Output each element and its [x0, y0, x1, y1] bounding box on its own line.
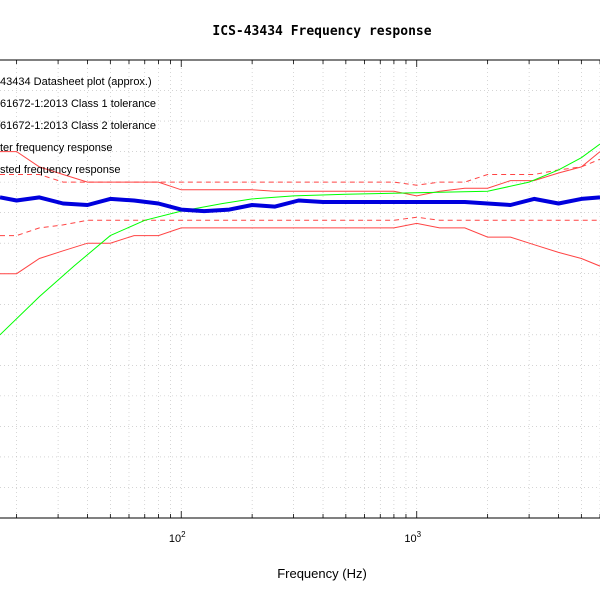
series-line-6 [0, 195, 600, 214]
x-tick-label: 103 [404, 530, 421, 545]
x-tick-label: 102 [169, 530, 186, 545]
series-line-3 [0, 158, 600, 186]
plot-frame [0, 59, 600, 519]
legend-entry-1: 61672-1:2013 Class 1 tolerance [0, 98, 156, 110]
chart-title: ICS-43434 Frequency response [212, 24, 431, 39]
series-line-2 [0, 222, 600, 275]
legend-entry-0: 43434 Datasheet plot (approx.) [0, 76, 152, 88]
series-line-4 [0, 216, 600, 237]
series-layer [0, 143, 600, 336]
series-line-0 [0, 143, 600, 336]
grid [0, 59, 600, 519]
x-axis-label: Frequency (Hz) [277, 566, 367, 581]
series-line-1 [0, 151, 600, 197]
x-ticks: 102 103 [16, 60, 600, 545]
legend: 43434 Datasheet plot (approx.) 61672-1:20… [0, 76, 156, 176]
legend-entry-6: sted frequency response [0, 164, 120, 176]
legend-entry-3: 61672-1:2013 Class 2 tolerance [0, 120, 156, 132]
legend-entry-5: ter frequency response [0, 142, 113, 154]
